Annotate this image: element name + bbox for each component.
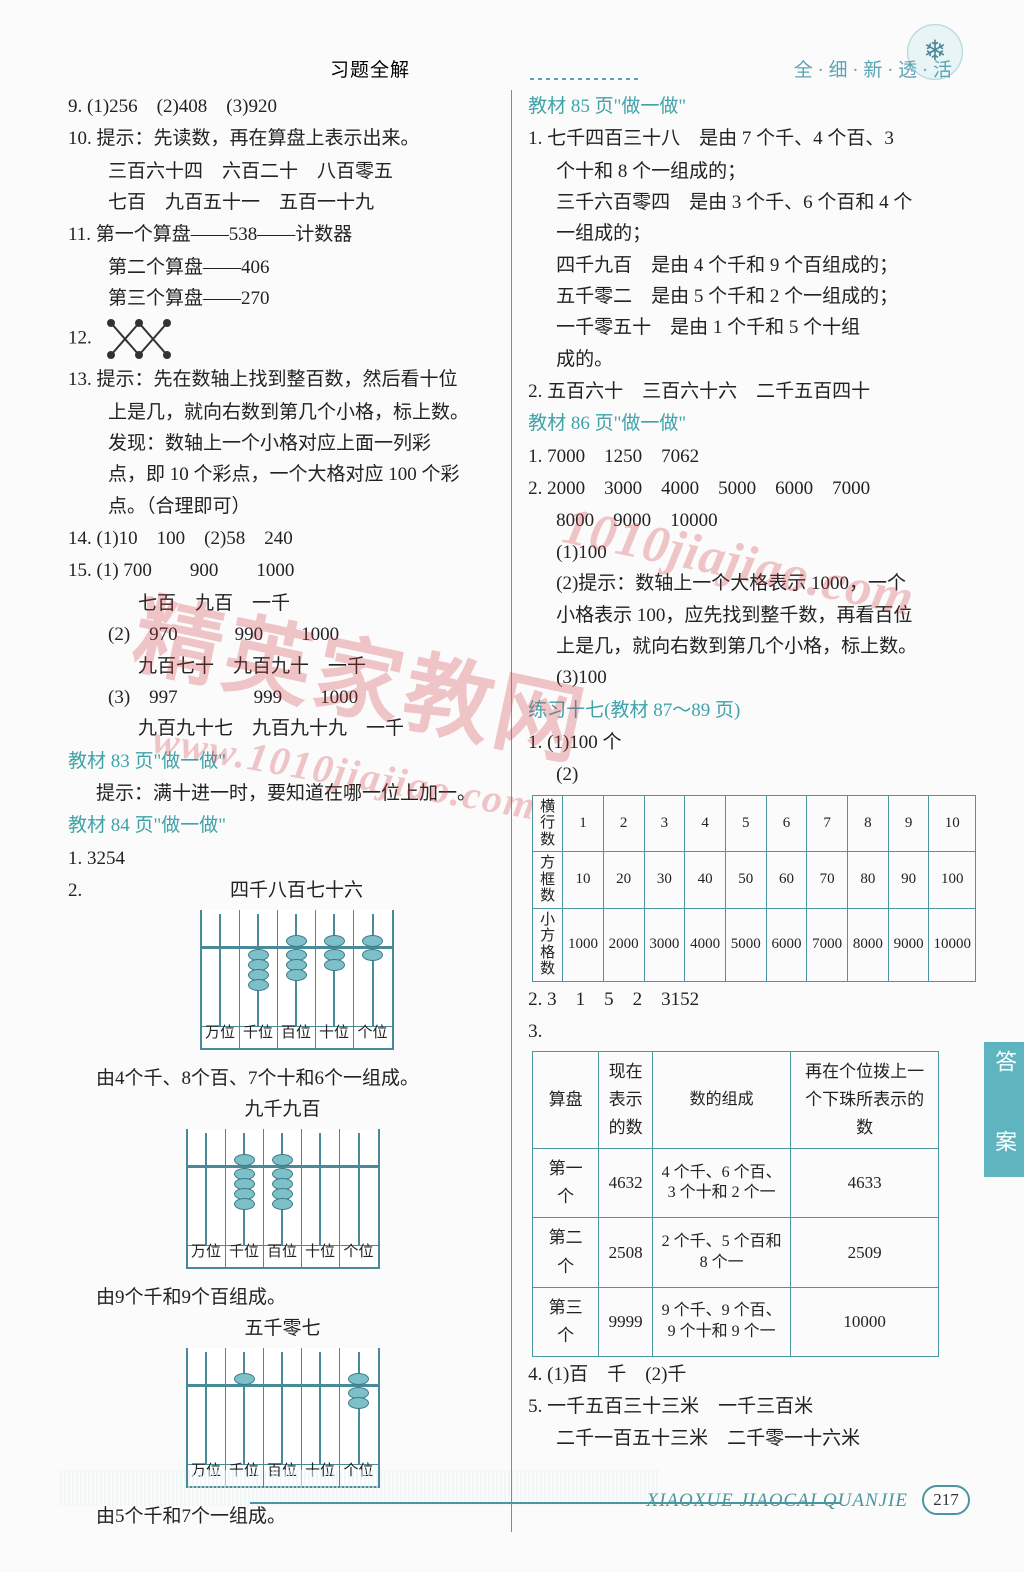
abacus3-title: 五千零七	[68, 1313, 497, 1344]
q11-c: 第三个算盘——270	[68, 283, 497, 314]
right-column: 教材 85 页"做一做" 1. 七千四百三十八 是由 7 个千、4 个百、3 个…	[522, 90, 976, 1532]
page-footer: XIAOXUE JIAOCAI QUANJIE 217	[647, 1485, 970, 1516]
r17-3: 3.	[528, 1016, 976, 1047]
q15-e: (3) 997 999 1000	[68, 682, 497, 713]
r17-5a: 5. 一千五百三十三米 一千三百米	[528, 1391, 976, 1422]
q11-b: 第二个算盘——406	[68, 252, 497, 283]
r86-2g: (3)100	[528, 662, 976, 693]
footer-stripes	[60, 1470, 660, 1506]
section-86-header: 教材 86 页"做一做"	[528, 408, 976, 439]
section-83-text: 提示：满十进一时，要知道在哪一位上加一。	[68, 778, 497, 809]
abacus3: 万位千位百位十位个位	[186, 1348, 380, 1488]
r85-1f: 五千零二 是由 5 个千和 2 个一组成的；	[528, 281, 976, 312]
q9: 9. (1)256 (2)408 (3)920	[68, 91, 497, 122]
r85-2: 2. 五百六十 三百六十六 二千五百四十	[528, 376, 976, 407]
q12-label: 12.	[68, 328, 92, 349]
abacus1-title: 四千八百七十六	[96, 875, 497, 906]
q15-d: 九百七十 九百九十 一千	[68, 651, 497, 682]
abacus2-title: 九千九百	[68, 1094, 497, 1125]
q13-b: 上是几，就向右数到第几个小格，标上数。	[68, 397, 497, 428]
abacus1: 万位千位百位十位个位	[200, 910, 394, 1050]
q13-c: 发现：数轴上一个小格对应上面一列彩	[68, 428, 497, 459]
q15-f: 九百九十七 九百九十九 一千	[68, 713, 497, 744]
r17-4: 4. (1)百 千 (2)千	[528, 1359, 976, 1390]
q10-a: 10. 提示：先读数，再在算盘上表示出来。	[68, 123, 497, 154]
q10-c: 七百 九百五十一 五百一十九	[68, 187, 497, 218]
r86-2e: 小格表示 100，应先找到整千数，再看百位	[528, 600, 976, 631]
q13-a: 13. 提示：先在数轴上找到整百数，然后看十位	[68, 364, 497, 395]
r86-2f: 上是几，就向右数到第几个小格，标上数。	[528, 631, 976, 662]
section-85-header: 教材 85 页"做一做"	[528, 91, 976, 122]
r86-1: 1. 7000 1250 7062	[528, 441, 976, 472]
footer-pinyin: XIAOXUE JIAOCAI QUANJIE	[647, 1485, 908, 1516]
r86-2a: 2. 2000 3000 4000 5000 6000 7000	[528, 473, 976, 504]
r85-1e: 四千九百 是由 4 个千和 9 个百组成的；	[528, 250, 976, 281]
q11-a: 11. 第一个算盘——538——计数器	[68, 219, 497, 250]
r85-1c: 三千六百零四 是由 3 个千、6 个百和 4 个	[528, 187, 976, 218]
r17-5b: 二千一百五十三米 二千零一十六米	[528, 1423, 976, 1454]
r85-1b: 个十和 8 个一组成的；	[528, 156, 976, 187]
q12: 12.	[68, 315, 497, 363]
q15-c: (2) 970 990 1000	[68, 619, 497, 650]
q14: 14. (1)10 100 (2)58 240	[68, 523, 497, 554]
page-number: 217	[922, 1485, 970, 1515]
r85-1h: 成的。	[528, 344, 976, 375]
r17-1b: (2)	[528, 759, 976, 790]
left-column: 9. (1)256 (2)408 (3)920 10. 提示：先读数，再在算盘上…	[68, 90, 512, 1532]
q84-2-label: 2.	[68, 875, 96, 906]
r17-2: 2. 3 1 5 2 3152	[528, 984, 976, 1015]
footer-line	[250, 1502, 840, 1504]
q15-b: 七百 九百 一千	[68, 588, 497, 619]
r85-1g: 一千零五十 是由 1 个千和 5 个十组	[528, 312, 976, 343]
q12-cross-icon	[103, 315, 175, 363]
exercise-17-header: 练习十七(教材 87～89 页)	[528, 695, 976, 726]
q13-e: 点。（合理即可）	[68, 491, 497, 522]
q15-a: 15. (1) 700 900 1000	[68, 555, 497, 586]
r86-2c: (1)100	[528, 537, 976, 568]
r86-2d: (2)提示：数轴上一个大格表示 1000，一个	[528, 568, 976, 599]
side-tab-answers: 答 案	[984, 1042, 1024, 1177]
abacus2-desc: 由9个千和9个百组成。	[68, 1282, 497, 1313]
q10-b: 三百六十四 六百二十 八百零五	[68, 156, 497, 187]
section-84-header: 教材 84 页"做一做"	[68, 810, 497, 841]
q84-1: 1. 3254	[68, 843, 497, 874]
abacus2: 万位千位百位十位个位	[186, 1129, 380, 1269]
section-83-header: 教材 83 页"做一做"	[68, 746, 497, 777]
abacus1-desc: 由4个千、8个百、7个十和6个一组成。	[68, 1063, 497, 1094]
r86-2b: 8000 9000 10000	[528, 505, 976, 536]
r85-1d: 一组成的；	[528, 218, 976, 249]
r85-1a: 1. 七千四百三十八 是由 7 个千、4 个百、3	[528, 123, 976, 154]
table-3: 算盘现在表示的数数的组成再在个位拨上一个下珠所表示的数第一个46324 个千、6…	[532, 1051, 939, 1356]
r17-1a: 1. (1)100 个	[528, 727, 976, 758]
table-1: 横行数12345678910方框数102030405060708090100小方…	[532, 795, 976, 982]
q13-d: 点，即 10 个彩点，一个大格对应 100 个彩	[68, 459, 497, 490]
